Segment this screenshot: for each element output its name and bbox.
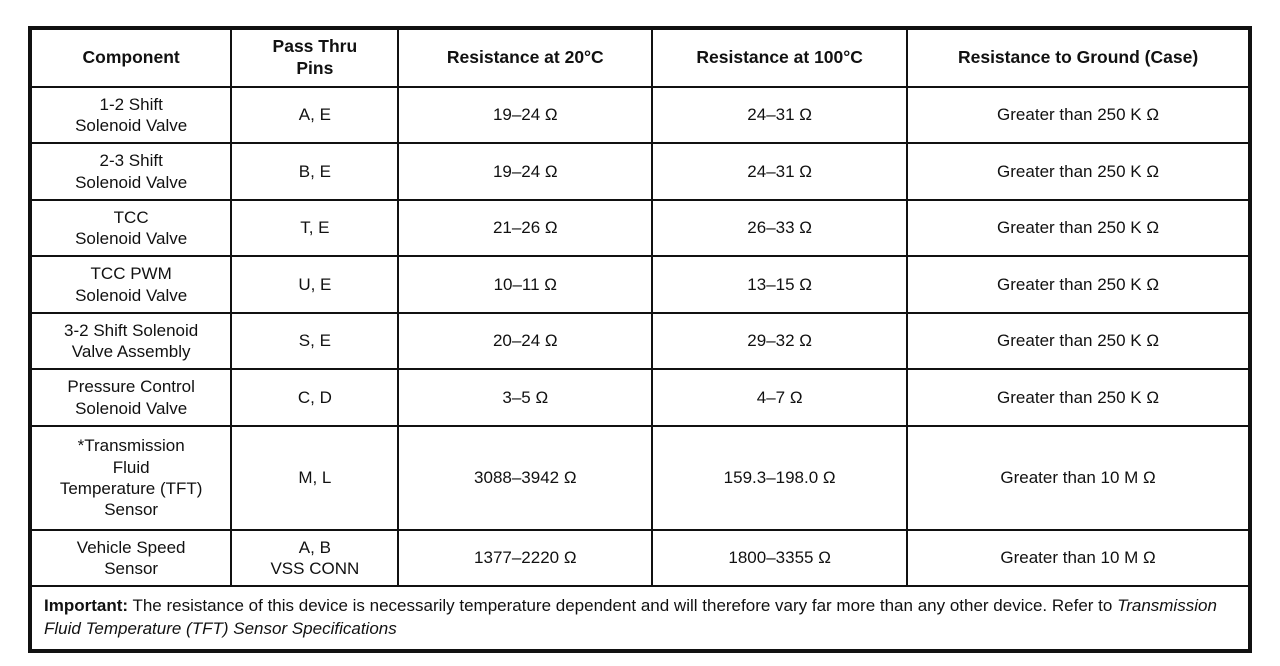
cell-resistance-20c: 21–26 Ω <box>397 198 654 258</box>
cell-pins: C, D <box>230 368 400 427</box>
cell-resistance-20c: 3–5 Ω <box>397 368 654 427</box>
important-note: Important: The resistance of this device… <box>29 585 1251 653</box>
table-row: *Transmission Fluid Temperature (TFT) Se… <box>28 424 1251 531</box>
cell-resistance-ground: Greater than 250 K Ω <box>906 142 1251 201</box>
cell-resistance-ground: Greater than 250 K Ω <box>906 85 1251 145</box>
cell-resistance-ground: Greater than 250 K Ω <box>906 311 1251 371</box>
table-row: Vehicle Speed Sensor A, B VSS CONN 1377–… <box>28 528 1251 588</box>
cell-resistance-100c: 26–33 Ω <box>651 198 909 258</box>
cell-component: TCC PWM Solenoid Valve <box>28 255 233 314</box>
cell-pins: S, E <box>230 311 400 371</box>
header-resistance-20c: Resistance at 20°C <box>397 27 654 88</box>
cell-pins: T, E <box>230 198 400 258</box>
cell-pins: A, B VSS CONN <box>230 528 400 588</box>
table-row: 3-2 Shift Solenoid Valve Assembly S, E 2… <box>28 311 1251 371</box>
cell-resistance-ground: Greater than 10 M Ω <box>906 528 1251 588</box>
cell-resistance-100c: 4–7 Ω <box>651 368 909 427</box>
cell-component: Vehicle Speed Sensor <box>28 528 233 588</box>
cell-component: TCC Solenoid Valve <box>28 198 233 258</box>
cell-resistance-100c: 29–32 Ω <box>651 311 909 371</box>
header-row: Component Pass Thru Pins Resistance at 2… <box>28 27 1251 88</box>
table-row: 1-2 Shift Solenoid Valve A, E 19–24 Ω 24… <box>28 85 1251 145</box>
important-reference: Transmission Fluid Temperature (TFT) Sen… <box>44 596 1217 639</box>
cell-component: 2-3 Shift Solenoid Valve <box>28 142 233 201</box>
cell-resistance-100c: 1800–3355 Ω <box>651 528 909 588</box>
cell-resistance-100c: 13–15 Ω <box>651 255 909 314</box>
cell-component: 3-2 Shift Solenoid Valve Assembly <box>28 311 233 371</box>
cell-resistance-20c: 1377–2220 Ω <box>397 528 654 588</box>
cell-pins: M, L <box>230 424 400 531</box>
cell-resistance-100c: 159.3–198.0 Ω <box>651 424 909 531</box>
header-pass-thru-pins: Pass Thru Pins <box>230 27 400 88</box>
important-text: The resistance of this device is necessa… <box>128 596 1118 616</box>
footer-row: Important: The resistance of this device… <box>29 585 1251 653</box>
cell-resistance-20c: 3088–3942 Ω <box>397 424 654 531</box>
cell-resistance-ground: Greater than 250 K Ω <box>906 368 1251 427</box>
table-row: TCC PWM Solenoid Valve U, E 10–11 Ω 13–1… <box>28 255 1251 314</box>
cell-pins: A, E <box>230 85 400 145</box>
cell-component: Pressure Control Solenoid Valve <box>28 368 233 427</box>
cell-resistance-20c: 19–24 Ω <box>397 85 654 145</box>
cell-resistance-20c: 20–24 Ω <box>397 311 654 371</box>
cell-resistance-ground: Greater than 250 K Ω <box>906 198 1251 258</box>
header-resistance-100c: Resistance at 100°C <box>651 27 909 88</box>
cell-resistance-100c: 24–31 Ω <box>651 142 909 201</box>
cell-resistance-ground: Greater than 10 M Ω <box>906 424 1251 531</box>
cell-resistance-20c: 19–24 Ω <box>397 142 654 201</box>
header-resistance-ground: Resistance to Ground (Case) <box>906 27 1251 88</box>
cell-pins: B, E <box>230 142 400 201</box>
cell-component: *Transmission Fluid Temperature (TFT) Se… <box>28 424 233 531</box>
header-component: Component <box>28 27 233 88</box>
table-row: 2-3 Shift Solenoid Valve B, E 19–24 Ω 24… <box>28 142 1251 201</box>
resistance-spec-table: Component Pass Thru Pins Resistance at 2… <box>28 26 1252 654</box>
cell-component: 1-2 Shift Solenoid Valve <box>28 85 233 145</box>
important-label: Important: <box>44 596 129 616</box>
cell-resistance-ground: Greater than 250 K Ω <box>906 255 1251 314</box>
table-row: TCC Solenoid Valve T, E 21–26 Ω 26–33 Ω … <box>28 198 1251 258</box>
cell-resistance-20c: 10–11 Ω <box>397 255 654 314</box>
cell-pins: U, E <box>230 255 400 314</box>
table-row: Pressure Control Solenoid Valve C, D 3–5… <box>28 368 1251 427</box>
cell-resistance-100c: 24–31 Ω <box>651 85 909 145</box>
